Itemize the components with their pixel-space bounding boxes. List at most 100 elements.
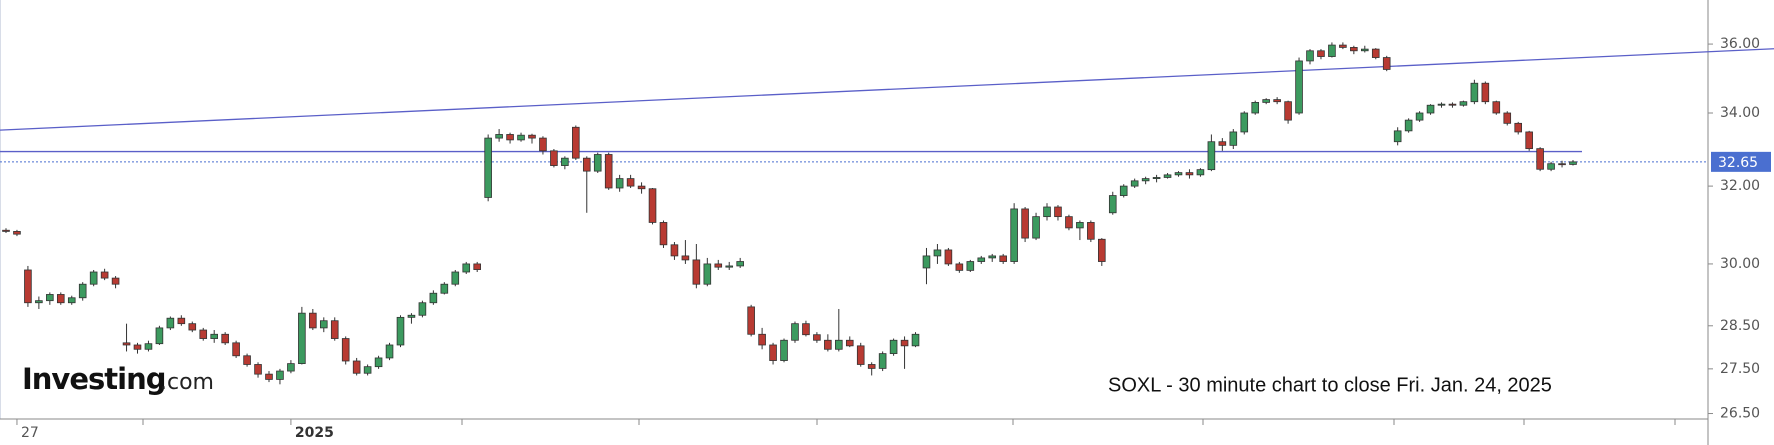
candle-body: [276, 370, 284, 380]
candle-body: [670, 244, 679, 257]
candle-body: [1393, 130, 1402, 143]
candle-body: [988, 255, 997, 259]
candle-body: [2, 229, 10, 232]
candle-body: [911, 333, 920, 347]
candle-body: [681, 255, 690, 261]
y-tick-label: 30.00: [1720, 256, 1760, 272]
candle-body: [1196, 169, 1205, 176]
candle-body: [265, 373, 273, 380]
y-tick-label: 32.00: [1720, 178, 1760, 194]
candle-body: [1404, 119, 1413, 132]
candle-body: [561, 157, 569, 166]
candle-body: [1098, 238, 1106, 262]
candle-body: [451, 271, 460, 285]
candle-body: [1371, 48, 1380, 58]
candle-body: [1251, 102, 1260, 114]
candle-body: [593, 154, 602, 172]
candle-body: [1306, 50, 1314, 62]
candle-body: [166, 317, 175, 329]
candle-body: [856, 345, 865, 365]
candle-body: [659, 222, 668, 246]
candle-body: [199, 329, 208, 339]
y-tick-label: 34.00: [1720, 105, 1760, 121]
candle-body: [1043, 206, 1051, 218]
annotation: SOXL - 30 minute chart to close Fri. Jan…: [1108, 374, 1552, 396]
candle-body: [1108, 195, 1117, 214]
candle-body: [495, 134, 503, 139]
candle-body: [791, 323, 799, 341]
candle-body: [352, 360, 361, 374]
y-tick-label: 27.50: [1720, 361, 1760, 377]
trendline: [0, 48, 1774, 131]
candle-body: [1152, 177, 1161, 179]
logo-suffix: .com: [160, 370, 214, 395]
candle-body: [1339, 44, 1347, 48]
candle-body: [210, 333, 218, 339]
candle-body: [900, 339, 909, 347]
candle-body: [122, 342, 131, 346]
candle-body: [1163, 174, 1172, 178]
candle-body: [462, 263, 471, 273]
candle-body: [100, 271, 109, 279]
candle-body: [648, 188, 657, 223]
candle-body: [1273, 99, 1281, 103]
y-tick-label: 28.50: [1720, 318, 1760, 334]
candle-body: [374, 357, 383, 368]
candle-body: [582, 157, 591, 172]
candle-body: [1087, 222, 1095, 240]
candle-body: [714, 263, 723, 268]
candle-body: [1054, 206, 1062, 218]
candle-body: [484, 137, 492, 198]
candle-body: [287, 363, 295, 372]
candle-body: [243, 355, 251, 365]
candle-body: [813, 334, 821, 341]
candle-body: [966, 261, 975, 271]
candle-body: [1262, 99, 1270, 103]
candle-body: [1284, 101, 1292, 121]
candle-body: [922, 255, 931, 269]
candle-body: [1437, 103, 1446, 106]
candle-body: [221, 333, 229, 344]
candle-body: [637, 185, 646, 190]
candle-body: [13, 231, 21, 235]
candle-body: [889, 339, 898, 355]
last-price-tag: [1711, 151, 1771, 172]
candle-body: [1141, 178, 1150, 182]
candle-body: [1065, 216, 1073, 229]
candle-body: [1010, 208, 1018, 262]
candle-body: [845, 339, 854, 347]
candle-body: [254, 364, 262, 375]
candle-body: [528, 134, 536, 139]
candle-body: [1525, 131, 1533, 150]
candle-body: [232, 342, 240, 357]
candle-body: [615, 178, 624, 189]
candle-body: [1240, 112, 1249, 133]
y-tick-label: 26.50: [1720, 406, 1760, 422]
candle-body: [67, 297, 76, 304]
candle-body: [1481, 82, 1490, 103]
candle-body: [703, 263, 712, 285]
candle-body: [955, 263, 964, 271]
candle-body: [309, 312, 317, 329]
candle-body: [407, 314, 416, 318]
candle-body: [1328, 44, 1336, 57]
day-separators: [142, 419, 1676, 425]
candle-body: [1514, 122, 1523, 133]
candle-body: [1361, 48, 1369, 52]
candle-body: [539, 137, 547, 152]
candle-body: [440, 283, 449, 294]
candle-body: [396, 316, 405, 346]
candle-body: [824, 339, 832, 350]
candle-body: [1229, 131, 1238, 146]
candle-body: [24, 269, 32, 304]
candle-body: [363, 366, 372, 374]
candle-body: [330, 320, 339, 339]
candle-body: [517, 134, 525, 141]
candle-body: [1569, 161, 1577, 165]
candle-body: [867, 364, 876, 369]
candle-body: [56, 294, 65, 304]
candle-body: [506, 134, 514, 141]
candle-body: [977, 257, 986, 262]
